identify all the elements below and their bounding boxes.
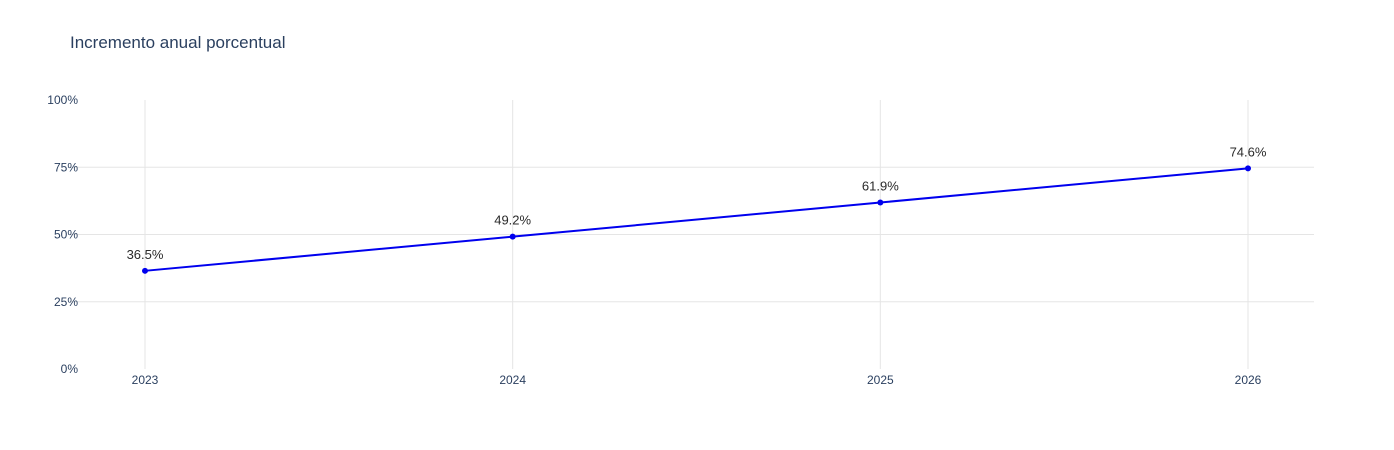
- grid-layer: [70, 100, 1314, 369]
- data-point-marker: [509, 233, 516, 240]
- data-point-marker: [142, 267, 148, 274]
- data-label: 61.9%: [862, 178, 899, 193]
- x-tick-label: 2025: [867, 373, 894, 387]
- y-tick-label: 0%: [61, 362, 79, 376]
- y-tick-label: 25%: [54, 295, 78, 309]
- series-layer: [142, 165, 1251, 274]
- y-tick-label: 75%: [54, 160, 78, 174]
- data-label: 36.5%: [127, 247, 164, 262]
- series-line: [144, 167, 1249, 272]
- data-point-marker: [1245, 165, 1251, 172]
- y-tick-label: 100%: [47, 93, 78, 107]
- data-label: 49.2%: [494, 213, 531, 228]
- chart-title: Incremento anual porcentual: [70, 33, 286, 52]
- x-tick-label: 2023: [132, 373, 159, 387]
- x-tick-label: 2024: [499, 373, 526, 387]
- x-tick-label: 2026: [1235, 373, 1262, 387]
- data-point-marker: [877, 199, 884, 206]
- data-label-layer: 36.5% 49.2% 61.9% 74.6%: [127, 144, 1267, 261]
- y-tick-label: 50%: [54, 228, 78, 242]
- data-label: 74.6%: [1230, 144, 1267, 159]
- tick-label-layer: 0% 25% 50% 75% 100% 2023 2024 2025 2026: [47, 93, 1261, 387]
